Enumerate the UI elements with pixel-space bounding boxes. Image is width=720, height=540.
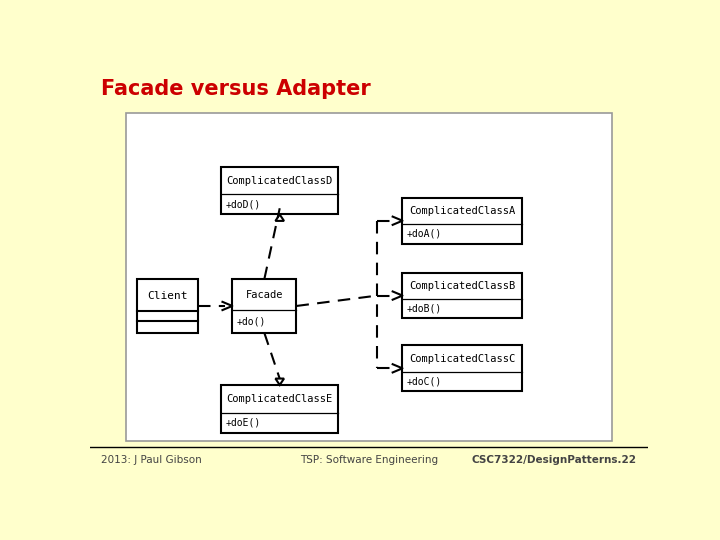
Text: Facade versus Adapter: Facade versus Adapter	[101, 79, 371, 99]
Bar	[221, 167, 338, 214]
Text: +doB(): +doB()	[407, 304, 442, 314]
Text: +do(): +do()	[237, 316, 266, 327]
Text: +doC(): +doC()	[407, 376, 442, 387]
Text: CSC7322/DesignPatterns.22: CSC7322/DesignPatterns.22	[472, 455, 637, 465]
Bar	[402, 346, 523, 391]
Text: ComplicatedClassE: ComplicatedClassE	[227, 394, 333, 404]
Text: +doD(): +doD()	[225, 199, 261, 210]
Bar	[233, 279, 297, 333]
Text: Facade: Facade	[246, 289, 283, 300]
Text: +doA(): +doA()	[407, 229, 442, 239]
Text: ComplicatedClassA: ComplicatedClassA	[410, 206, 516, 216]
Text: ComplicatedClassB: ComplicatedClassB	[410, 281, 516, 291]
Text: +doE(): +doE()	[225, 418, 261, 428]
Bar	[126, 113, 612, 441]
Bar	[138, 279, 198, 333]
Bar	[402, 273, 523, 319]
Text: ComplicatedClassC: ComplicatedClassC	[410, 354, 516, 364]
Bar	[402, 198, 523, 244]
Text: TSP: Software Engineering: TSP: Software Engineering	[300, 455, 438, 465]
Text: Client: Client	[148, 291, 188, 301]
Text: ComplicatedClassD: ComplicatedClassD	[227, 176, 333, 186]
Bar	[221, 385, 338, 433]
Text: 2013: J Paul Gibson: 2013: J Paul Gibson	[101, 455, 202, 465]
